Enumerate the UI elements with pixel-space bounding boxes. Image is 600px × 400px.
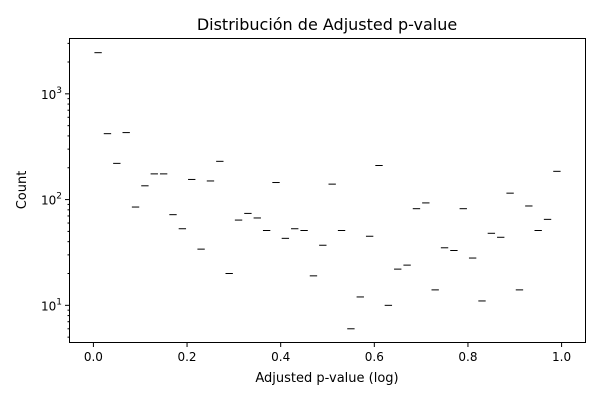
- histogram-bar: [224, 273, 234, 342]
- chart-title: Distribución de Adjusted p-value: [197, 15, 457, 34]
- histogram-bar: [402, 265, 412, 342]
- histogram-bar: [93, 52, 103, 343]
- bars-group: [93, 52, 562, 343]
- histogram-bar: [449, 250, 459, 342]
- histogram-bar: [318, 245, 328, 342]
- x-tick-label: 0.4: [271, 350, 290, 364]
- plot-frame: [69, 38, 586, 343]
- histogram-bar: [439, 247, 450, 342]
- histogram-bar: [233, 220, 244, 342]
- histogram-bar: [243, 213, 253, 342]
- histogram-bar: [477, 300, 487, 342]
- x-tick-label: 1.0: [552, 350, 571, 364]
- histogram-bar: [458, 208, 468, 342]
- histogram-bar: [336, 230, 347, 342]
- histogram-bar: [308, 275, 319, 342]
- histogram-bar: [355, 296, 365, 342]
- histogram-bar: [168, 214, 178, 342]
- x-tick-label: 0.2: [177, 350, 196, 364]
- histogram-bar: [271, 182, 281, 342]
- x-tick-label: 0.6: [365, 350, 384, 364]
- histogram-bar: [411, 208, 422, 342]
- histogram-bar: [374, 165, 384, 342]
- histogram-bar: [346, 328, 356, 342]
- histogram-bar: [364, 236, 375, 342]
- histogram-bar: [327, 184, 337, 342]
- histogram-bar: [383, 305, 394, 342]
- histogram-bar: [533, 230, 543, 342]
- histogram-bar: [140, 185, 150, 342]
- x-tick-label: 0.0: [84, 350, 103, 364]
- y-axis-label: Count: [15, 171, 30, 210]
- histogram-bar: [430, 289, 440, 342]
- histogram-bar: [421, 202, 431, 342]
- histogram-bar: [102, 133, 113, 342]
- histogram-bar: [280, 238, 291, 342]
- y-tick-label: 102: [41, 192, 62, 208]
- x-axis-ticks: 0.0 0.2 0.4 0.6 0.8 1.0: [84, 342, 571, 364]
- histogram-bar: [149, 173, 159, 342]
- histogram-bar: [196, 249, 206, 342]
- histogram-bar: [261, 230, 272, 342]
- x-axis-label: Adjusted p-value (log): [255, 371, 398, 386]
- y-axis-ticks: 101 102 103: [41, 42, 70, 338]
- histogram-bar: [486, 233, 497, 342]
- histogram-bar: [496, 237, 506, 342]
- histogram-bar: [542, 219, 553, 342]
- histogram-bar: [130, 207, 141, 342]
- y-tick-label: 103: [41, 86, 62, 102]
- histogram-bar: [215, 161, 225, 342]
- histogram-bar: [158, 173, 169, 342]
- histogram-bar: [121, 132, 131, 342]
- histogram-bar: [290, 228, 300, 342]
- histogram-bar: [524, 205, 534, 342]
- histogram-bar: [177, 228, 188, 342]
- histogram-bar: [187, 179, 197, 342]
- histogram-bar: [112, 163, 122, 342]
- histogram-bar: [205, 180, 216, 342]
- x-tick-label: 0.8: [458, 350, 477, 364]
- histogram-bar: [467, 258, 478, 342]
- histogram-bar: [552, 171, 562, 342]
- histogram-bar: [252, 217, 262, 342]
- y-tick-label: 101: [41, 297, 62, 313]
- histogram-bar: [505, 193, 515, 342]
- histogram-bar: [393, 269, 403, 342]
- histogram-bar: [514, 289, 525, 342]
- histogram-bar: [299, 230, 309, 342]
